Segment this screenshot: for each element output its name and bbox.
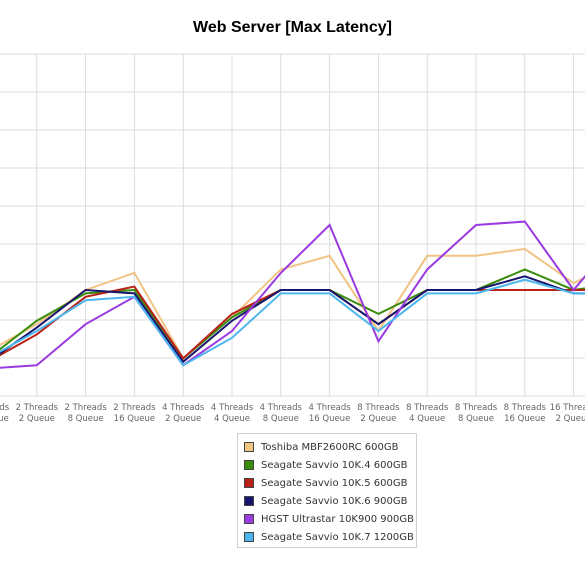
x-tick-label: 4 Threads xyxy=(308,403,351,413)
series-line-2 xyxy=(0,268,585,360)
legend-item: Seagate Savvio 10K.5 600GB xyxy=(244,475,407,491)
legend-swatch xyxy=(244,496,254,506)
series-line-4 xyxy=(0,275,585,364)
legend-item: HGST Ultrastar 10K900 900GB xyxy=(244,511,414,527)
grid-lines xyxy=(0,53,585,397)
x-tick-label: 8 Threads xyxy=(455,403,498,413)
legend-item: Seagate Savvio 10K.4 600GB xyxy=(244,457,407,473)
x-tick-label: 8 Threads xyxy=(406,403,449,413)
x-tick-label: 16 Threads xyxy=(550,403,585,413)
x-tick-label: 4 Threads xyxy=(260,403,303,413)
legend-label: Seagate Savvio 10K.7 1200GB xyxy=(261,531,414,543)
x-tick-label: 4 Threads xyxy=(162,403,205,413)
legend-item: Seagate Savvio 10K.7 1200GB xyxy=(244,529,414,545)
series-line-5 xyxy=(0,220,585,369)
legend-label: HGST Ultrastar 10K900 900GB xyxy=(261,513,414,525)
x-tick-label: 2 Queue xyxy=(556,414,585,424)
series-line-1 xyxy=(0,247,585,360)
x-tick-label: 2 Queue xyxy=(19,414,55,424)
x-tick-label: 4 Threads xyxy=(211,403,254,413)
legend-label: Toshiba MBF2600RC 600GB xyxy=(261,441,399,453)
x-tick-label: 4 Queue xyxy=(409,414,445,424)
legend-item: Seagate Savvio 10K.6 900GB xyxy=(244,493,407,509)
x-tick-label: 1 Threads xyxy=(0,403,10,413)
x-tick-label: 8 Queue xyxy=(263,414,299,424)
legend-swatch xyxy=(244,442,254,452)
legend-label: Seagate Savvio 10K.5 600GB xyxy=(261,477,408,489)
x-tick-label: 8 Queue xyxy=(458,414,494,424)
x-tick-label: 16 Queue xyxy=(504,414,545,424)
legend-swatch xyxy=(244,478,254,488)
chart-title: Web Server [Max Latency] xyxy=(193,19,392,36)
x-tick-label: 4 Queue xyxy=(214,414,250,424)
x-tick-label: 2 Threads xyxy=(16,403,59,413)
x-tick-label: 2 Queue xyxy=(165,414,201,424)
legend-swatch xyxy=(244,532,254,542)
x-tick-label: 8 Queue xyxy=(68,414,104,424)
series-line-6 xyxy=(0,278,585,367)
x-tick-label: 2 Queue xyxy=(360,414,396,424)
x-tick-label: 16 Queue xyxy=(114,414,155,424)
x-tick-label: 16 Queue xyxy=(0,414,9,424)
legend: Toshiba MBF2600RC 600GB Seagate Savvio 10… xyxy=(237,433,417,548)
x-tick-label: 2 Threads xyxy=(64,403,107,413)
x-tick-label: 8 Threads xyxy=(357,403,400,413)
x-tick-label: 16 Queue xyxy=(309,414,350,424)
series-line-3 xyxy=(0,285,585,360)
legend-swatch xyxy=(244,514,254,524)
legend-label: Seagate Savvio 10K.4 600GB xyxy=(261,459,408,471)
series-lines xyxy=(0,220,585,369)
legend-swatch xyxy=(244,460,254,470)
legend-item: Toshiba MBF2600RC 600GB xyxy=(244,439,399,455)
x-tick-label: 8 Threads xyxy=(504,403,547,413)
x-tick-label: 2 Threads xyxy=(113,403,156,413)
legend-label: Seagate Savvio 10K.6 900GB xyxy=(261,495,408,507)
